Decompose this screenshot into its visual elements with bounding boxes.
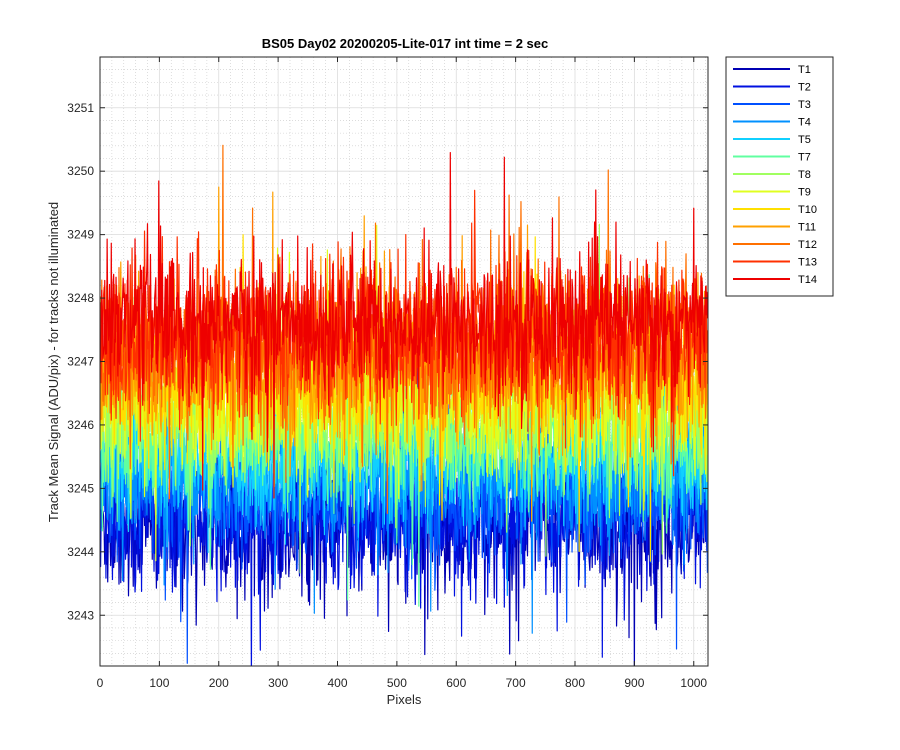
legend-label-t1: T1 xyxy=(798,64,811,76)
legend-label-t12: T12 xyxy=(798,239,817,251)
ticks: 0 100 200 300 400 500 600 700 800 900 1000 3243 3244… xyxy=(67,57,708,690)
y-tick-label: 3244 xyxy=(67,545,94,559)
legend-label-t2: T2 xyxy=(798,82,811,94)
legend-label-t14: T14 xyxy=(798,274,817,286)
legend-label-t11: T11 xyxy=(798,222,816,234)
x-tick-label: 600 xyxy=(446,676,466,690)
legend-label-t13: T13 xyxy=(798,257,817,269)
y-tick-label: 3243 xyxy=(67,608,94,622)
legend-box xyxy=(725,56,834,297)
legend-label-t8: T8 xyxy=(798,169,811,181)
x-tick-label: 900 xyxy=(624,676,644,690)
x-tick-label: 0 xyxy=(97,676,104,690)
legend-label-t5: T5 xyxy=(798,134,811,146)
x-tick-label: 500 xyxy=(387,676,407,690)
legend-label-t10: T10 xyxy=(798,204,817,216)
x-tick-label: 300 xyxy=(268,676,288,690)
legend-label-t3: T3 xyxy=(798,99,811,111)
y-tick-label: 3247 xyxy=(67,355,94,369)
chart-title: BS05 Day02 20200205-Lite-017 int time = … xyxy=(262,36,549,51)
x-tick-label: 1000 xyxy=(680,676,707,690)
x-tick-label: 400 xyxy=(327,676,347,690)
x-tick-label: 800 xyxy=(565,676,585,690)
y-tick-label: 3250 xyxy=(67,164,94,178)
series-line-t14 xyxy=(100,151,708,499)
y-tick-label: 3246 xyxy=(67,418,94,432)
x-tick-label: 200 xyxy=(209,676,229,690)
x-axis-label: Pixels xyxy=(387,692,422,707)
y-tick-label: 3248 xyxy=(67,291,94,305)
y-tick-label: 3249 xyxy=(67,228,94,242)
legend-label-t9: T9 xyxy=(798,187,811,199)
y-tick-label: 3251 xyxy=(67,101,94,115)
legend-label-t4: T4 xyxy=(798,117,811,129)
legend-label-t7: T7 xyxy=(798,152,811,164)
series-group xyxy=(100,144,708,666)
y-tick-label: 3245 xyxy=(67,481,94,495)
y-axis-label: Track Mean Signal (ADU/pix) - for tracks… xyxy=(46,202,61,522)
x-tick-label: 100 xyxy=(149,676,169,690)
legend: T1 T2 T3 T4 T5 T7 T8 T9 T10 T11 T12 T13 T14 xyxy=(725,56,834,297)
x-tick-label: 700 xyxy=(506,676,526,690)
